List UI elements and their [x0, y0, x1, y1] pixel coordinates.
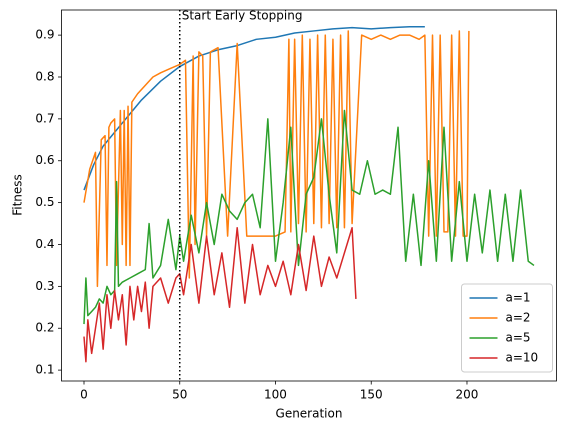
y-tick-label: 0.1	[35, 363, 54, 377]
legend-label: a=10	[506, 351, 539, 365]
legend-box	[461, 283, 553, 373]
x-tick-label: 200	[456, 388, 479, 402]
y-axis-label: Fitness	[11, 174, 25, 216]
line-series	[83, 30, 470, 288]
y-tick-label: 0.8	[35, 69, 54, 83]
y-tick-label: 0.2	[35, 321, 54, 335]
legend-label: a=2	[506, 311, 531, 325]
x-tick-label: 50	[172, 388, 187, 402]
x-tick-label: 100	[264, 388, 287, 402]
line-series	[83, 26, 425, 191]
y-tick-label: 0.6	[35, 153, 54, 167]
plot-frame	[61, 9, 557, 382]
line-series	[83, 109, 535, 325]
annotation: Start Early Stopping	[182, 9, 303, 23]
legend-label: a=5	[506, 331, 531, 345]
y-tick-label: 0.4	[35, 237, 54, 251]
y-tick-label: 0.3	[35, 279, 54, 293]
y-tick-label: 0.7	[35, 111, 54, 125]
x-tick-label: 150	[360, 388, 383, 402]
x-axis-label: Generation	[276, 407, 343, 421]
line-series	[83, 226, 357, 363]
x-tick-label: 0	[80, 388, 88, 402]
legend-label: a=1	[506, 291, 531, 305]
y-tick-label: 0.9	[35, 28, 54, 42]
y-tick-label: 0.5	[35, 195, 54, 209]
